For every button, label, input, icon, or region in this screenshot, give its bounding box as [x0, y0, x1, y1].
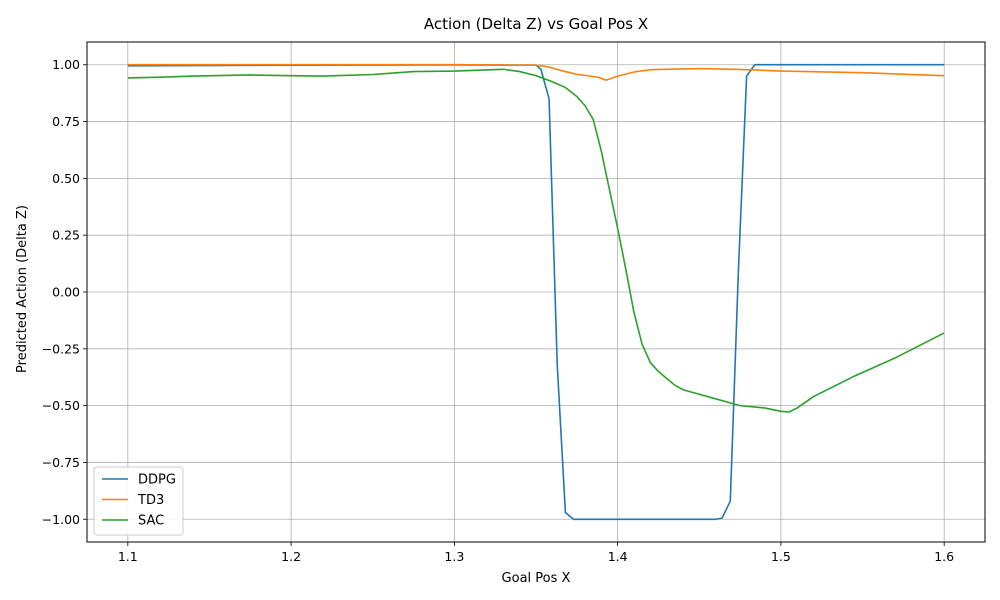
x-tick-label: 1.3	[444, 549, 464, 564]
x-tick-label: 1.4	[608, 549, 628, 564]
y-tick-label: 0.75	[52, 114, 80, 129]
y-tick-label: 1.00	[52, 57, 80, 72]
y-tick-label: −0.50	[42, 398, 80, 413]
x-axis-title: Goal Pos X	[502, 571, 571, 586]
x-tick-label: 1.1	[118, 549, 138, 564]
legend-label: DDPG	[138, 473, 176, 488]
series-lines	[127, 63, 945, 521]
axis-ticks: 1.1 1.2 1.3 1.4 1.5 1.6 1.00 0.75 0.50 0.25 0.00 −0…	[42, 57, 954, 564]
y-axis-title: Predicted Action (Delta Z)	[15, 205, 30, 373]
chart-title: Action (Delta Z) vs Goal Pos X	[424, 15, 648, 33]
y-tick-label: −0.25	[42, 341, 80, 356]
legend-label: TD3	[137, 493, 164, 508]
series-line-sac	[127, 68, 945, 413]
y-tick-label: −1.00	[42, 512, 80, 527]
y-tick-label: 0.50	[52, 171, 80, 186]
grid	[87, 42, 985, 542]
x-tick-label: 1.5	[771, 549, 791, 564]
x-tick-label: 1.6	[934, 549, 954, 564]
legend-box	[93, 466, 184, 536]
legend-label: SAC	[138, 514, 164, 529]
y-tick-label: 0.25	[52, 228, 80, 243]
legend: DDPG TD3 SAC	[93, 466, 184, 536]
series-line-td3	[127, 63, 945, 81]
y-tick-label: 0.00	[52, 285, 80, 300]
x-tick-label: 1.2	[281, 549, 301, 564]
y-tick-label: −0.75	[42, 455, 80, 470]
